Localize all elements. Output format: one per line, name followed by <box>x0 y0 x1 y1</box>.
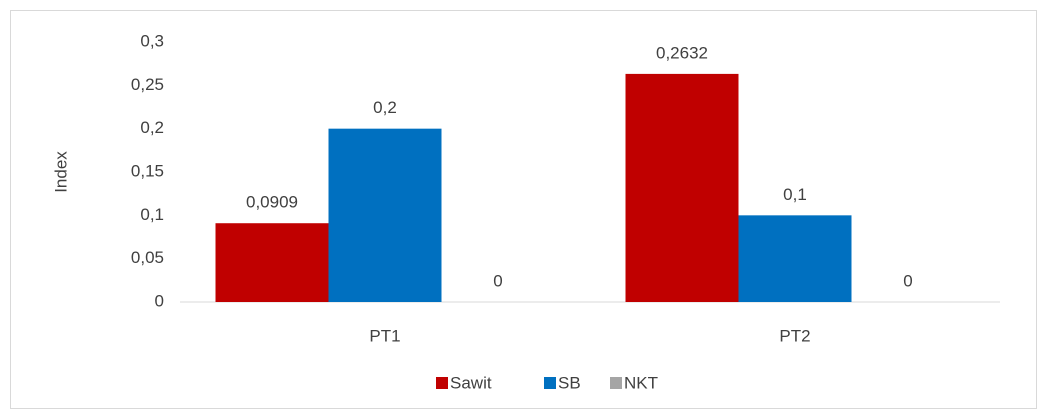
y-axis-label: Index <box>51 151 70 193</box>
legend-swatch <box>610 377 622 389</box>
bar <box>738 215 852 302</box>
y-tick-label: 0,25 <box>131 75 164 94</box>
bar <box>625 73 739 302</box>
y-tick-label: 0 <box>155 291 164 310</box>
chart-border <box>10 10 1037 409</box>
y-tick-label: 0,2 <box>140 118 164 137</box>
data-label: 0,0909 <box>246 193 298 212</box>
data-label: 0 <box>493 271 502 290</box>
legend-label: SB <box>558 373 581 392</box>
bar <box>215 223 329 302</box>
legend-swatch <box>544 377 556 389</box>
data-label: 0,1 <box>783 185 807 204</box>
y-tick-label: 0,1 <box>140 205 164 224</box>
x-tick-label: PT1 <box>369 326 400 345</box>
y-tick-label: 0,05 <box>131 248 164 267</box>
data-label: 0,2 <box>373 98 397 117</box>
y-tick-label: 0,15 <box>131 161 164 180</box>
legend-label: Sawit <box>450 373 492 392</box>
y-tick-label: 0,3 <box>140 31 164 50</box>
legend-label: NKT <box>624 373 658 392</box>
data-label: 0,2632 <box>656 43 708 62</box>
legend-swatch <box>436 377 448 389</box>
x-tick-label: PT2 <box>779 326 810 345</box>
data-label: 0 <box>903 271 912 290</box>
bar <box>328 128 442 302</box>
